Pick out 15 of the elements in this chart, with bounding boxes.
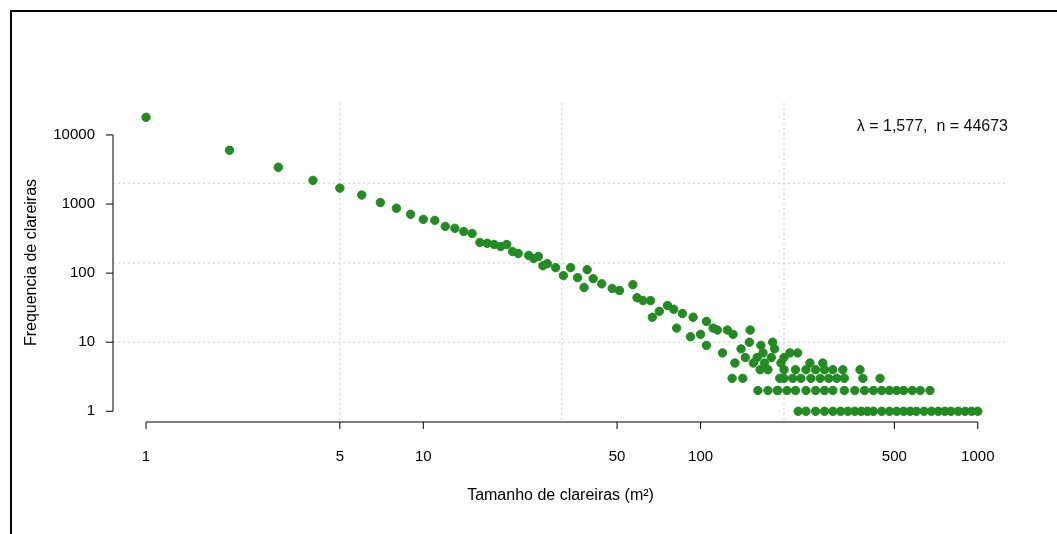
y-tick-label: 100: [69, 263, 95, 281]
x-tick-label: 50: [608, 447, 626, 465]
y-tick-label: 10000: [53, 125, 95, 143]
x-tick-label: 1000: [961, 447, 995, 465]
x-tick-label: 5: [335, 447, 345, 465]
x-tick-label: 10: [414, 447, 432, 465]
y-tick-label: 1000: [61, 194, 95, 212]
x-tick-label: 1: [141, 447, 151, 465]
y-axis-title: Frequencia de clareiras: [22, 178, 40, 347]
y-tick-label: 1: [86, 401, 95, 419]
x-axis-title: Tamanho de clareiras (m²): [467, 485, 654, 503]
y-tick-label: 10: [78, 332, 95, 350]
x-tick-label: 500: [881, 447, 907, 465]
annotation: λ = 1,577, n = 44673: [856, 117, 1009, 135]
x-tick-label: 100: [688, 447, 714, 465]
